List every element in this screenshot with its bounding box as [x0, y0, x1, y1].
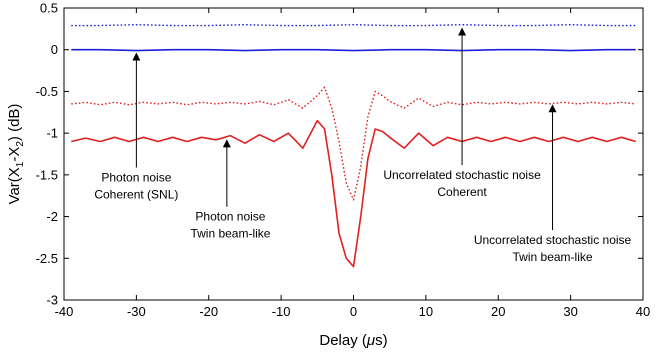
- y-tick-label: 0: [51, 42, 58, 57]
- annotation-label: Uncorrelated stochastic noise: [383, 168, 541, 182]
- annotation-label: Uncorrelated stochastic noise: [474, 233, 632, 247]
- x-tick-label: -30: [127, 304, 146, 319]
- x-tick-label: 20: [491, 304, 505, 319]
- series-line-red-solid: [71, 119, 636, 268]
- x-tick-label: 0: [350, 304, 357, 319]
- annotation-label: Photon noise: [195, 210, 265, 224]
- x-tick-label: 10: [419, 304, 433, 319]
- annotations: Photon noise Coherent (SNL) Photon noise Tw…: [94, 27, 632, 264]
- annotation-label: Coherent: [437, 185, 487, 199]
- y-tick-label: -1: [46, 126, 58, 141]
- y-tick-label: 0.5: [40, 1, 58, 16]
- plot-area: [63, 7, 644, 301]
- series-line-blue-dotted: [71, 23, 636, 27]
- series-line-blue-solid: [71, 48, 636, 52]
- y-tick-label: -3: [46, 293, 58, 308]
- x-axis-title: Delay (μs): [319, 332, 387, 349]
- y-tick-label: -2: [46, 209, 58, 224]
- annotation-label: Photon noise: [101, 171, 171, 185]
- annotation-label: Twin beam-like: [513, 250, 593, 264]
- y-tick-label: -1.5: [36, 167, 58, 182]
- y-axis-title: Var(X1-X2) (dB): [6, 104, 26, 205]
- axis-ticks: -40 -30 -20 -10 0 10 20 30 40 0.5 0 -0.5 -1 -1.5 -2 -2.…: [36, 1, 651, 320]
- annotation-label: Coherent (SNL): [94, 188, 178, 202]
- series-line-red-dotted: [71, 86, 636, 201]
- annotation-label: Twin beam-like: [190, 227, 270, 241]
- x-tick-label: -10: [272, 304, 291, 319]
- y-tick-label: -0.5: [36, 84, 58, 99]
- y-tick-label: -2.5: [36, 251, 58, 266]
- series-group: [71, 23, 636, 268]
- x-tick-label: -40: [55, 304, 74, 319]
- x-tick-label: 30: [563, 304, 577, 319]
- x-tick-label: 40: [636, 304, 650, 319]
- x-tick-label: -20: [199, 304, 218, 319]
